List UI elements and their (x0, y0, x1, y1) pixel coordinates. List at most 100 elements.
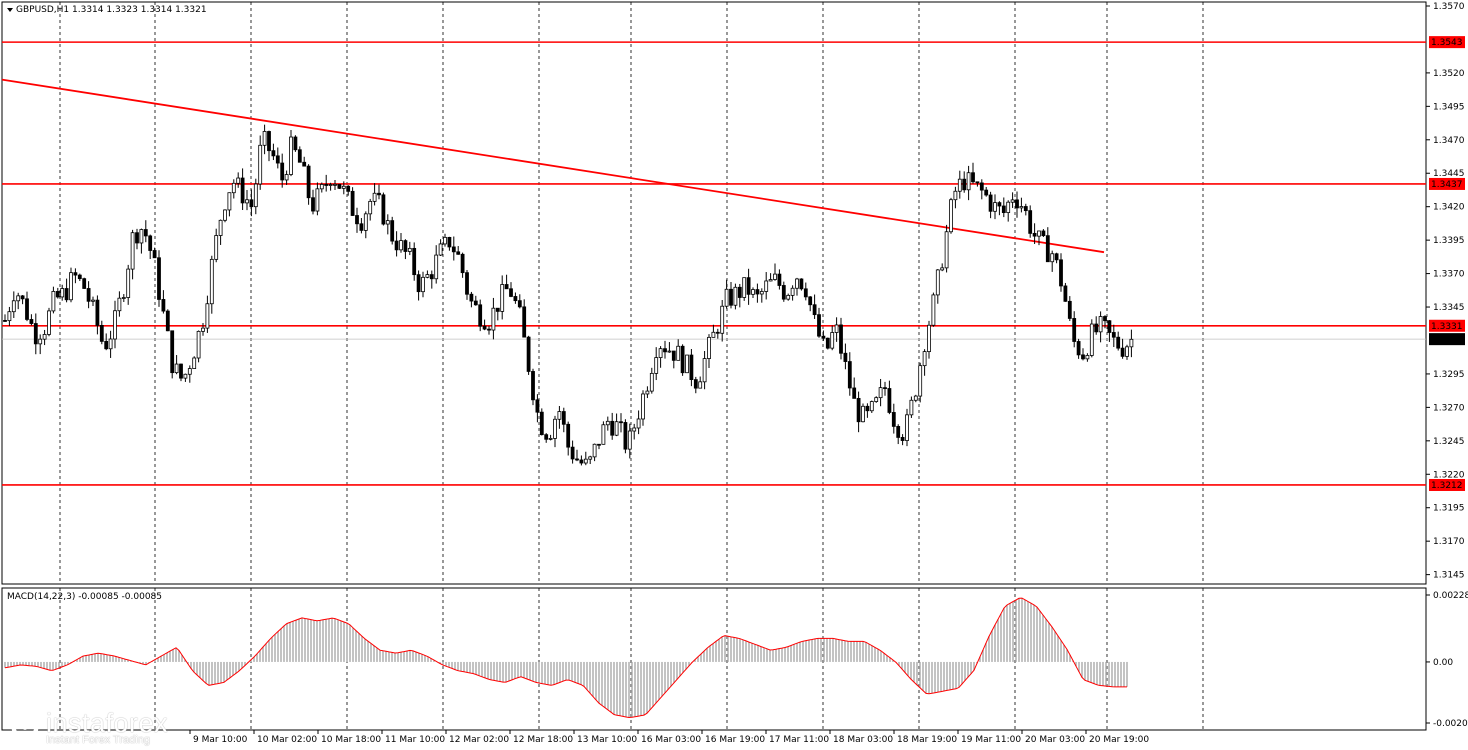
level-tag-label: 1.3212 (1431, 481, 1463, 491)
current-price-label: 1.3321 (1431, 335, 1463, 345)
candle-body (671, 350, 676, 361)
candle-body (751, 289, 755, 295)
candle-body (746, 277, 751, 295)
time-tick-label: 16 Mar 03:00 (641, 735, 701, 745)
candle-body (201, 327, 205, 332)
candle-body (73, 272, 78, 276)
candle-body (566, 423, 571, 448)
candle-body (341, 185, 346, 189)
candle-body (443, 236, 447, 245)
candle-body (117, 297, 122, 312)
candle-body (601, 424, 606, 445)
candle-body (302, 161, 307, 167)
candle-body (174, 363, 179, 374)
candle-body (311, 197, 315, 212)
candle-body (60, 288, 65, 298)
candle-body (99, 325, 104, 342)
candle-body (817, 314, 821, 337)
candle-body (597, 443, 601, 446)
price-tick-label: 1.3245 (1433, 437, 1465, 447)
candle-body (685, 354, 689, 374)
candle-body (95, 299, 100, 326)
candle-body (702, 358, 707, 383)
candle-body (803, 288, 808, 298)
candle-body (245, 199, 249, 204)
macd-axis: 0.00228 0.00 -0.00208 (1426, 591, 1468, 729)
trendline (1, 78, 1105, 254)
candle-body (165, 310, 170, 332)
candle-body (1028, 210, 1033, 234)
candle-body (953, 190, 958, 201)
trendline-layer (1, 78, 1105, 254)
candle-body (539, 411, 544, 436)
level-tag (1429, 478, 1465, 491)
candle-body (513, 296, 518, 302)
candle-body (522, 306, 527, 338)
candle-body (385, 220, 390, 225)
candle-body (69, 272, 73, 301)
candle-body (478, 304, 483, 327)
candle-body (852, 387, 857, 399)
candle-body (733, 286, 738, 306)
candle-body (883, 387, 887, 390)
candle-body (7, 311, 12, 322)
time-tick-label: 18 Mar 03:00 (833, 735, 893, 745)
candle-body (610, 420, 615, 436)
candle-body (205, 303, 210, 329)
candle-body (865, 405, 870, 412)
candle-body (715, 331, 720, 334)
candle-body (135, 232, 139, 244)
price-tick-label: 1.3370 (1433, 270, 1465, 280)
candle-body (658, 348, 663, 359)
candle-body (113, 310, 117, 340)
candle-body (377, 192, 381, 196)
candle-body (830, 332, 835, 349)
candle-body (698, 381, 703, 389)
candle-body (425, 274, 430, 278)
candle-body (1045, 235, 1050, 263)
candle-body (663, 348, 667, 353)
candle-body (1076, 341, 1081, 356)
candle-body (1059, 259, 1063, 287)
collapse-triangle-icon[interactable] (7, 8, 13, 12)
candle-body (447, 236, 452, 248)
candle-body (509, 288, 513, 297)
candle-body (729, 288, 733, 306)
candle-body (337, 183, 342, 189)
candle-body (909, 399, 914, 416)
candle-body (614, 421, 619, 436)
candle-body (707, 336, 711, 359)
candle-body (148, 235, 153, 251)
candle-body (1129, 338, 1134, 348)
time-tick-label: 10 Mar 02:00 (257, 735, 317, 745)
candle-body (949, 199, 953, 233)
candle-body (561, 411, 566, 425)
watermark-brand: instaforex (46, 708, 169, 738)
candle-body (799, 278, 804, 290)
candle-body (403, 240, 408, 252)
candle-body (196, 330, 201, 359)
time-tick-label: 16 Mar 19:00 (705, 735, 765, 745)
candle-body (944, 231, 949, 269)
macd-signal-line (4, 597, 1127, 719)
time-tick-label: 17 Mar 11:00 (769, 735, 829, 745)
candle-body (975, 181, 980, 184)
candle-body (407, 247, 412, 252)
candle-body (451, 246, 456, 253)
candle-body (315, 188, 320, 212)
candle-body (861, 405, 865, 423)
macd-tick-label: 0.00 (1433, 658, 1453, 668)
candles-layer (3, 124, 1134, 466)
candle-body (25, 298, 29, 320)
candle-body (605, 420, 610, 426)
candle-body (755, 289, 760, 295)
candle-body (157, 257, 161, 300)
candle-body (742, 277, 747, 298)
time-tick-label: 18 Mar 19:00 (897, 735, 957, 745)
price-tick-label: 1.3420 (1433, 203, 1465, 213)
candle-body (231, 182, 236, 194)
price-tick-label: 1.3195 (1433, 504, 1465, 514)
candle-body (495, 307, 500, 312)
candle-body (350, 190, 355, 216)
